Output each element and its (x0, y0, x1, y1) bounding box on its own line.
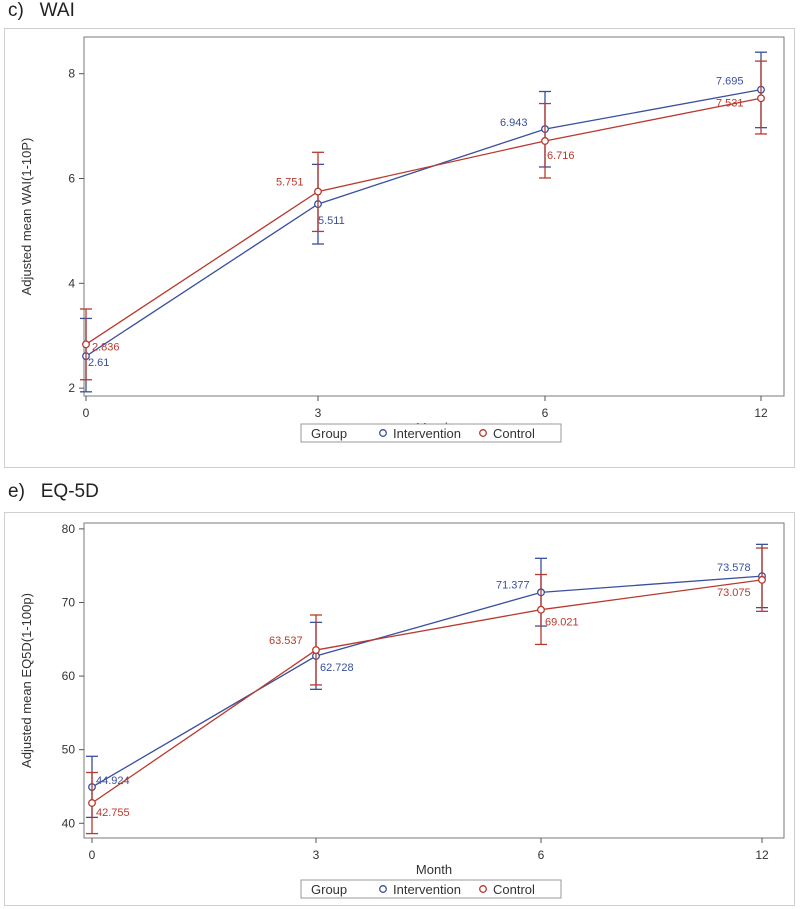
panel-label-wai: c) WAI (8, 0, 75, 22)
y-tick-label: 60 (62, 669, 76, 683)
data-point (88, 799, 96, 807)
series-line-control (91, 579, 763, 804)
x-tick-label: 6 (538, 848, 545, 862)
data-point (537, 605, 545, 614)
data-label: 2.836 (92, 341, 120, 353)
data-label: 7.531 (716, 97, 744, 109)
x-tick-label: 3 (313, 848, 320, 862)
data-label: 63.537 (269, 635, 303, 647)
legend-marker (479, 429, 487, 437)
y-tick-label: 8 (68, 67, 75, 81)
data-point (314, 187, 322, 196)
data-label: 44.924 (96, 775, 130, 787)
x-tick-label: 0 (89, 848, 96, 862)
y-tick-label: 4 (68, 276, 75, 290)
chart-frame-wai: 246803612MonthAdjusted mean WAI(1-10P)2.… (4, 28, 795, 468)
panel-letter: e) (8, 481, 25, 502)
data-label: 6.943 (500, 117, 528, 129)
legend-marker (379, 885, 387, 893)
x-tick-label: 12 (754, 406, 768, 420)
data-label: 69.021 (545, 617, 579, 629)
data-label: 6.716 (547, 150, 575, 162)
legend-box (300, 423, 562, 443)
eq5d-chart: 40 50 60 70 80 0 3 6 12 Month Adjusted mean EQ5D(1… (19, 522, 785, 899)
data-label: 2.61 (88, 357, 109, 369)
legend-title: Group (311, 426, 347, 441)
y-tick-label: 70 (62, 595, 76, 609)
y-axis-title: Adjusted mean WAI(1-10P) (19, 138, 34, 296)
plot-area (83, 36, 785, 397)
data-label: 62.728 (320, 662, 354, 674)
data-label: 71.377 (496, 579, 530, 591)
x-axis-title: Month (416, 862, 452, 877)
legend-label: Control (493, 426, 535, 441)
y-axis-title: Adjusted mean EQ5D(1-100p) (19, 593, 34, 768)
y-tick-label: 50 (62, 743, 76, 757)
series-line-intervention (91, 575, 763, 788)
data-label: 73.075 (717, 587, 751, 599)
legend-marker (479, 885, 487, 893)
x-tick-label: 0 (83, 406, 90, 420)
data-point (312, 646, 320, 655)
chart-title: EQ-5D (40, 481, 99, 502)
y-tick-label: 40 (62, 816, 76, 830)
plot-area (83, 522, 785, 839)
legend-label: Intervention (393, 426, 461, 441)
data-point (541, 137, 549, 145)
legend-label: Intervention (393, 882, 461, 897)
x-tick-label: 12 (755, 848, 769, 862)
panel-label-eq5d: e) EQ-5D (8, 481, 99, 503)
legend-marker (379, 429, 387, 437)
x-tick-label: 6 (542, 406, 549, 420)
data-label: 5.751 (276, 177, 304, 189)
data-label: 42.755 (96, 807, 130, 819)
wai-chart: 246803612MonthAdjusted mean WAI(1-10P)2.… (19, 36, 785, 443)
y-tick-label: 2 (68, 381, 75, 395)
panel-letter: c) (8, 0, 24, 21)
chart-frame-eq5d: 40 50 60 70 80 0 3 6 12 Month Adjusted mean EQ5D(1… (4, 512, 795, 906)
x-tick-label: 3 (315, 406, 322, 420)
data-point (757, 94, 765, 103)
data-point (758, 575, 766, 584)
legend-title: Group (311, 882, 347, 897)
series-line-intervention (85, 89, 762, 357)
legend-label: Control (493, 882, 535, 897)
y-tick-label: 6 (68, 172, 75, 186)
chart-title: WAI (39, 0, 75, 21)
series-line-control (85, 97, 762, 345)
data-label: 7.695 (716, 76, 744, 88)
data-point (82, 340, 90, 349)
legend-box (300, 879, 562, 899)
data-label: 73.578 (717, 562, 751, 574)
y-tick-label: 80 (62, 522, 76, 536)
data-label: 5.511 (318, 215, 345, 227)
